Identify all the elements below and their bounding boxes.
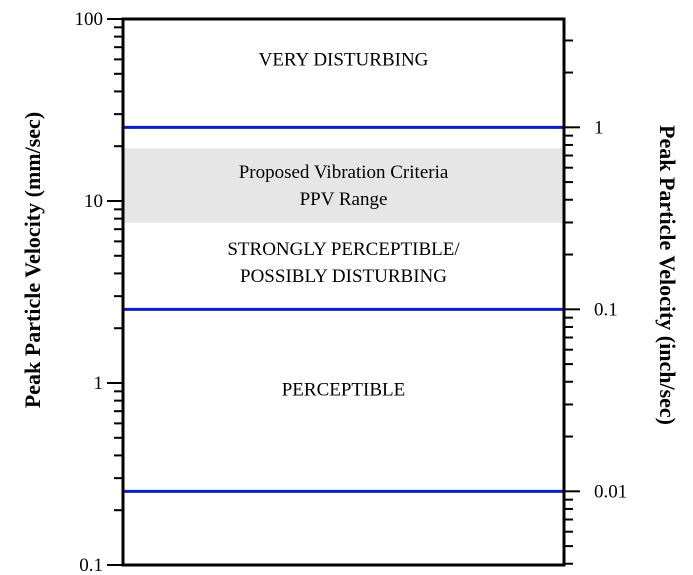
criteria-band-label-line: Proposed Vibration Criteria [239, 162, 449, 183]
zone-label-2: PERCEPTIBLE [282, 380, 406, 401]
left-tick-label: 10 [84, 191, 103, 212]
zone-label-0-line: VERY DISTURBING [259, 49, 429, 70]
right-axis-title: Peak Particle Velocity (inch/sec) [655, 125, 680, 425]
zone-label-2-line: PERCEPTIBLE [282, 380, 406, 401]
left-tick-label: 100 [75, 9, 104, 30]
right-tick-label: 1 [594, 117, 604, 138]
right-tick-label: 0.1 [594, 299, 618, 320]
criteria-band [123, 148, 564, 223]
zone-label-1-line: STRONGLY PERCEPTIBLE/ [227, 239, 460, 260]
tick-label-layer: 0.1 1 10 100 0.01 0.1 1 [75, 9, 628, 575]
shaded-band-layer [123, 148, 564, 223]
threshold-line-layer [123, 125, 564, 493]
zone-label-1: STRONGLY PERCEPTIBLE/POSSIBLY DISTURBING [227, 239, 460, 287]
left-tick-label: 0.1 [79, 555, 103, 575]
plot-frame [121, 17, 566, 567]
left-tick-label: 1 [94, 373, 104, 394]
zone-label-0: VERY DISTURBING [259, 49, 429, 70]
tick-layer [107, 18, 580, 566]
zone-label-1-line: POSSIBLY DISTURBING [240, 266, 447, 287]
left-axis-title: Peak Particle Velocity (mm/sec) [20, 112, 45, 408]
criteria-band-label: Proposed Vibration Criteria PPV Range [239, 162, 449, 210]
criteria-band-label-line: PPV Range [300, 189, 388, 210]
zone-label-layer: VERY DISTURBING STRONGLY PERCEPTIBLE/POSS… [227, 49, 460, 400]
right-tick-label: 0.01 [594, 481, 627, 502]
